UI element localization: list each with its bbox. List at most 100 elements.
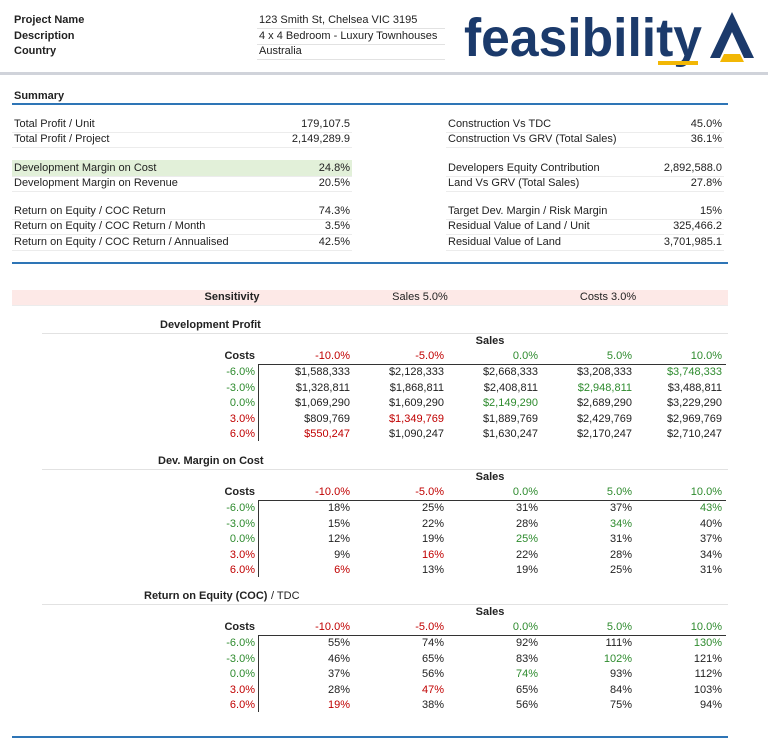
costs-label: Costs — [224, 621, 255, 633]
row-header: -3.0% — [226, 652, 255, 665]
metric-value: 24.8% — [318, 162, 350, 174]
row-separator — [12, 132, 352, 133]
metric-label: Development Margin on Revenue — [14, 177, 178, 189]
cell: 37% — [609, 502, 632, 514]
sensitivity-label: Sensitivity — [204, 291, 260, 303]
cell: 111% — [605, 637, 632, 649]
row-separator — [446, 250, 724, 251]
cell: $1,588,333 — [294, 366, 350, 378]
column-header: -10.0% — [315, 486, 350, 498]
metric-label: Residual Value of Land — [448, 236, 561, 248]
row-header: 3.0% — [229, 412, 255, 425]
row-separator — [12, 250, 352, 251]
cell: $2,128,333 — [388, 366, 444, 378]
metric-value: 2,892,588.0 — [663, 162, 722, 174]
sales-label: Sales — [475, 471, 505, 483]
field-value: 123 Smith St, Chelsea VIC 3195 — [259, 14, 418, 26]
row-header: -3.0% — [226, 381, 255, 394]
sales-label: Sales — [475, 606, 505, 618]
row-axis — [258, 500, 259, 577]
highlight — [12, 160, 352, 176]
metric-value: 2,149,289.9 — [291, 133, 350, 145]
column-header: 0.0% — [512, 621, 538, 633]
metric-value: 74.3% — [318, 205, 350, 217]
metric-value: 36.1% — [690, 133, 722, 145]
metric-label: Land Vs GRV (Total Sales) — [448, 177, 580, 189]
row-separator — [12, 176, 352, 177]
column-header: -5.0% — [415, 621, 444, 633]
cell: 25% — [421, 502, 444, 514]
row-header: 0.0% — [229, 668, 255, 680]
metric-label: Development Margin on Cost — [14, 162, 157, 174]
table-title: Development Profit — [160, 319, 261, 331]
metric-value: 27.8% — [690, 177, 722, 189]
cell: $1,090,247 — [388, 428, 444, 440]
row-header: 6.0% — [229, 564, 255, 576]
cell: 31% — [609, 533, 632, 545]
row-separator — [12, 147, 352, 148]
row-separator — [446, 191, 724, 192]
cell: 46% — [327, 652, 350, 665]
cell: 130% — [693, 637, 722, 649]
cell: 112% — [694, 668, 722, 680]
cell: $3,748,333 — [666, 366, 722, 378]
title-rule — [42, 333, 728, 334]
title-rule — [42, 604, 728, 605]
field-value: Australia — [259, 45, 302, 57]
field-label: Project Name — [14, 14, 85, 26]
row-header: -6.0% — [226, 637, 255, 649]
logo-underline — [658, 61, 698, 65]
costs-label: Costs — [224, 350, 255, 362]
metric-label: Developers Equity Contribution — [448, 162, 600, 174]
row-header: 3.0% — [229, 548, 255, 561]
cell: 121% — [693, 652, 722, 665]
cell: 22% — [515, 548, 538, 561]
row-separator — [446, 132, 724, 133]
cell: 83% — [515, 652, 538, 665]
row-separator — [12, 219, 352, 220]
sales-label: Sales — [475, 335, 505, 347]
metric-label: Target Dev. Margin / Risk Margin — [448, 205, 608, 217]
metric-label: Total Profit / Unit — [14, 118, 95, 130]
cell: 19% — [421, 533, 444, 545]
cell: 56% — [515, 699, 538, 711]
sensitivity-costs: Costs 3.0% — [579, 291, 637, 303]
metric-value: 20.5% — [318, 177, 350, 189]
cell: 19% — [327, 699, 350, 711]
row-separator — [446, 176, 724, 177]
field-underline — [257, 59, 445, 60]
cell: 15% — [327, 517, 350, 530]
cell: 19% — [515, 564, 538, 576]
cell: 25% — [609, 564, 632, 576]
metric-label: Residual Value of Land / Unit — [448, 220, 590, 232]
header-rule — [0, 72, 768, 75]
column-header: 5.0% — [606, 350, 632, 362]
row-header: -6.0% — [226, 366, 255, 378]
cell: 55% — [327, 637, 350, 649]
cell: $3,208,333 — [576, 366, 632, 378]
field-underline — [257, 28, 445, 29]
cell: $2,668,333 — [482, 366, 538, 378]
column-header: 10.0% — [690, 350, 722, 362]
cell: $2,969,769 — [666, 412, 722, 425]
cell: 40% — [699, 517, 722, 530]
metric-value: 325,466.2 — [673, 220, 722, 232]
cell: 28% — [327, 683, 350, 696]
title-rule — [42, 469, 728, 470]
table-title: Dev. Margin on Cost — [158, 455, 264, 467]
cell: 56% — [421, 668, 444, 680]
cell: 65% — [515, 683, 538, 696]
cell: 34% — [699, 548, 722, 561]
column-header: -10.0% — [315, 621, 350, 633]
metric-label: Construction Vs TDC — [448, 118, 552, 130]
row-header: 3.0% — [229, 683, 255, 696]
metric-label: Total Profit / Project — [14, 133, 110, 145]
row-header: 6.0% — [229, 699, 255, 711]
metric-value: 42.5% — [318, 236, 350, 248]
cell: $2,710,247 — [666, 428, 722, 440]
cell: $3,229,290 — [666, 397, 722, 409]
row-separator — [446, 234, 724, 235]
summary-rule — [12, 103, 728, 105]
logo-icon-accent — [720, 54, 744, 62]
metric-value: 45.0% — [690, 118, 722, 130]
